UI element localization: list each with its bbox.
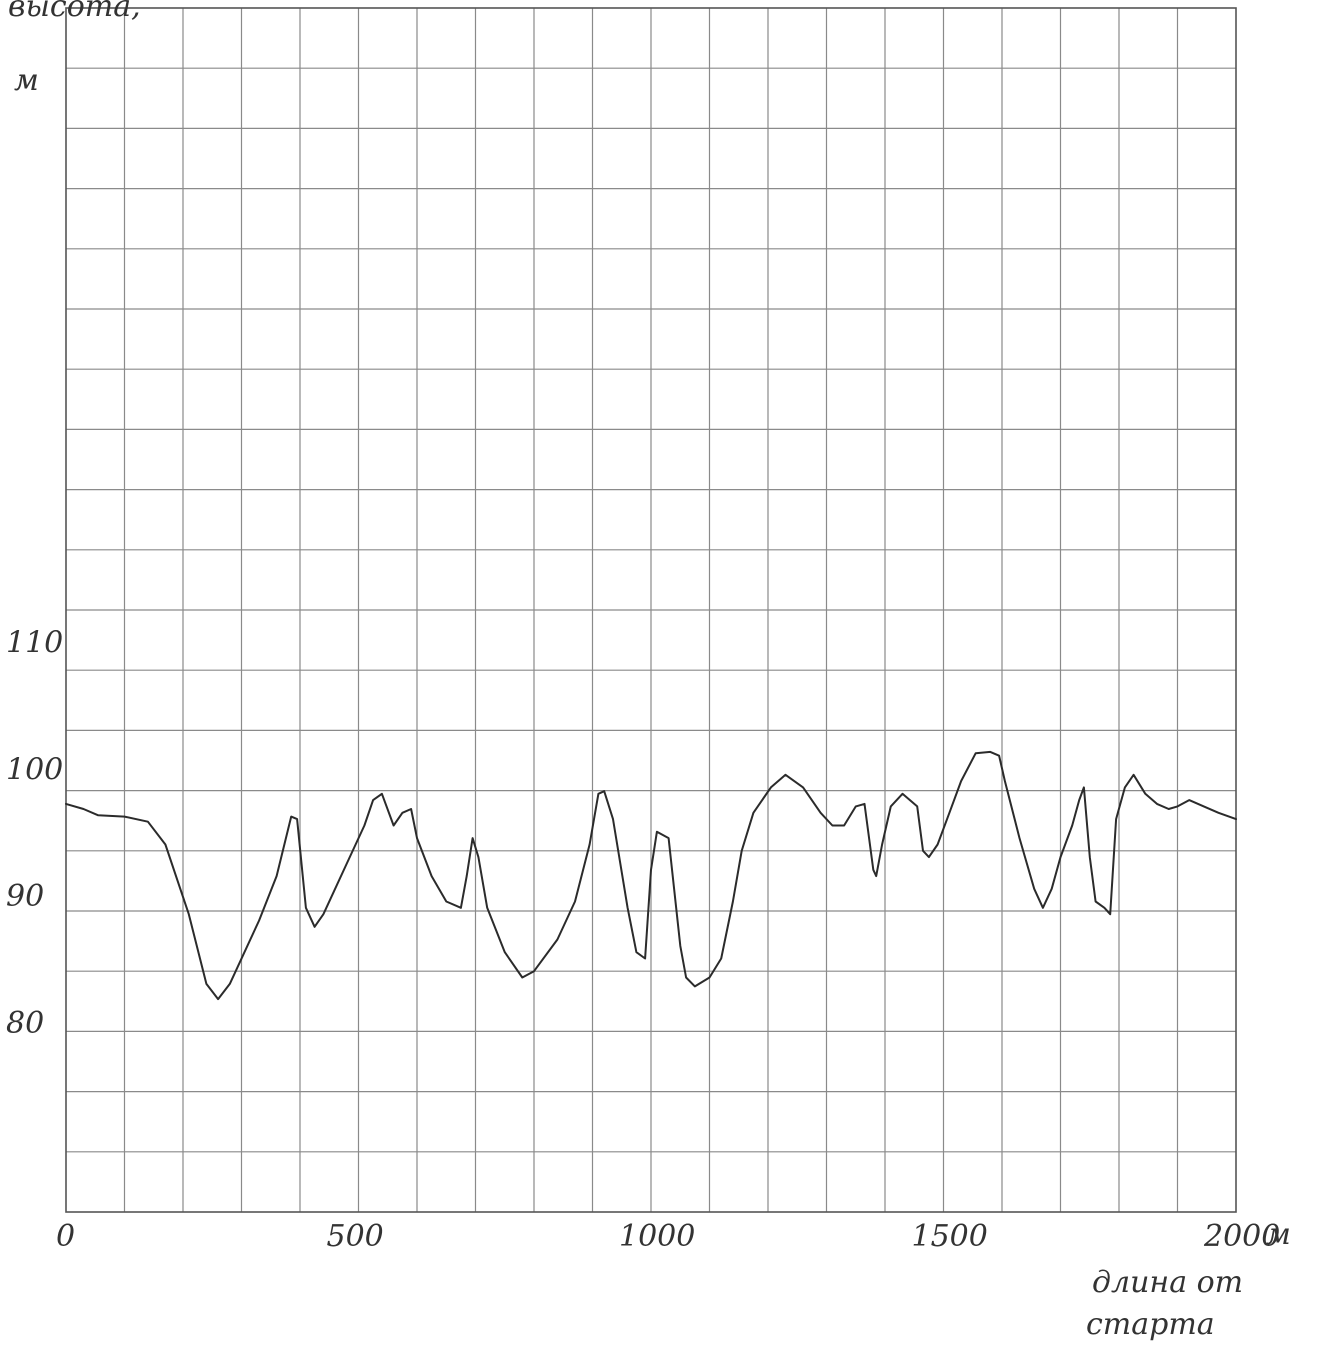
y-tick-label: 80 bbox=[6, 1006, 44, 1041]
y-tick-label: 100 bbox=[6, 752, 63, 787]
x-tick-label: 0 bbox=[56, 1219, 75, 1254]
x-axis-label-line-1: длина от bbox=[1092, 1265, 1243, 1300]
chart-grid bbox=[66, 8, 1236, 1212]
x-tick-labels: 0 500 1000 1500 2000 bbox=[56, 1219, 1280, 1254]
x-tick-label: 500 bbox=[327, 1219, 384, 1254]
y-axis-unit: м bbox=[14, 63, 39, 98]
x-tick-label: 2000 bbox=[1203, 1219, 1280, 1254]
x-tick-label: 1500 bbox=[912, 1219, 988, 1254]
y-tick-label: 110 bbox=[6, 626, 63, 661]
y-tick-labels: 80 90 100 110 bbox=[6, 626, 63, 1041]
x-axis-label-line-2: старта bbox=[1086, 1307, 1215, 1342]
x-axis-unit: м bbox=[1266, 1217, 1291, 1252]
plot-frame bbox=[65, 7, 1237, 1213]
x-tick-label: 1000 bbox=[619, 1219, 695, 1254]
elevation-profile-line bbox=[65, 750, 1237, 1001]
y-tick-label: 90 bbox=[6, 879, 44, 914]
y-axis-label: высота, bbox=[8, 0, 141, 24]
